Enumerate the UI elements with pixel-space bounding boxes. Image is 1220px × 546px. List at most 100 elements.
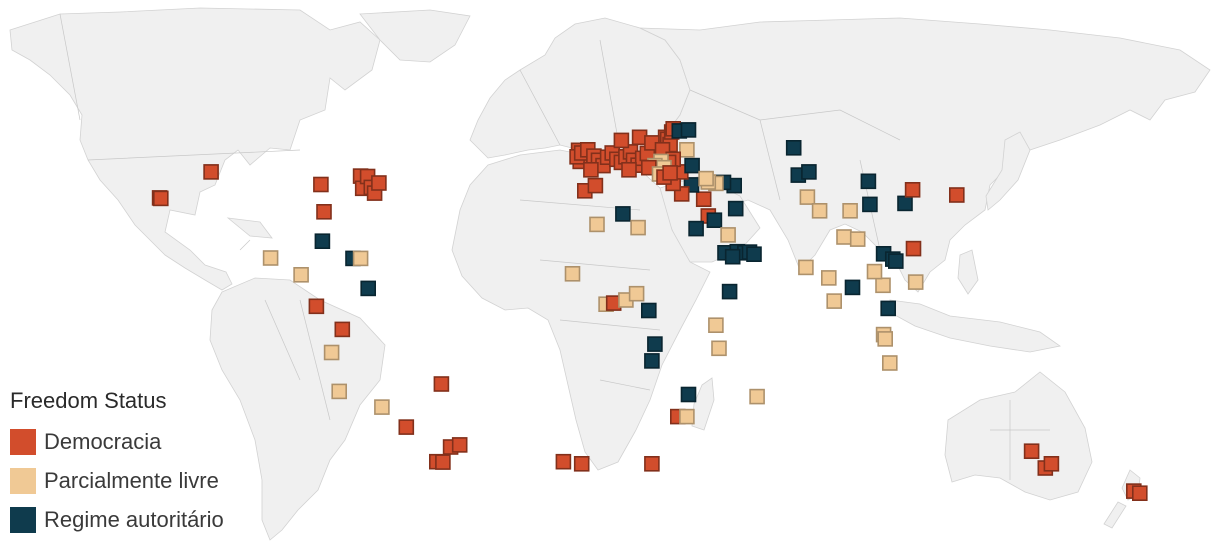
country-marker-111[interactable] [662, 165, 678, 181]
country-marker-2[interactable] [153, 190, 169, 207]
country-marker-17[interactable] [308, 298, 325, 315]
legend-item-democracia: Democracia [10, 422, 224, 461]
country-marker-49[interactable] [749, 388, 765, 405]
country-marker-19[interactable] [323, 344, 340, 361]
country-marker-60[interactable] [724, 248, 741, 265]
country-marker-39[interactable] [640, 302, 657, 319]
country-marker-32[interactable] [589, 216, 605, 233]
country-marker-138[interactable] [907, 274, 924, 290]
country-marker-122[interactable] [826, 293, 843, 309]
country-marker-141[interactable] [555, 453, 572, 470]
country-marker-38[interactable] [628, 285, 645, 302]
country-marker-59[interactable] [746, 246, 762, 262]
country-marker-61[interactable] [727, 200, 744, 217]
legend-label-parcialmente-livre: Parcialmente livre [44, 467, 219, 493]
philippines-landmass [957, 249, 979, 295]
legend-label-democracia: Democracia [44, 428, 162, 454]
country-marker-16[interactable] [360, 280, 377, 297]
country-marker-12[interactable] [262, 250, 279, 266]
country-marker-90[interactable] [583, 162, 599, 178]
country-marker-54[interactable] [720, 227, 736, 243]
country-marker-50[interactable] [695, 191, 712, 207]
country-marker-13[interactable] [293, 266, 309, 283]
caribbean-landmass [226, 217, 273, 239]
country-marker-144[interactable] [1043, 455, 1060, 472]
country-marker-10[interactable] [371, 175, 387, 191]
country-marker-21[interactable] [374, 399, 390, 415]
japan-landmass [985, 131, 1031, 211]
legend-item-parcialmente-livre: Parcialmente livre [10, 461, 224, 500]
country-marker-142[interactable] [1023, 443, 1040, 460]
legend: Freedom Status Democracia Parcialmente l… [10, 388, 224, 539]
country-marker-15[interactable] [352, 250, 369, 267]
country-marker-131[interactable] [877, 331, 894, 347]
country-marker-42[interactable] [680, 386, 697, 403]
country-marker-25[interactable] [451, 437, 468, 453]
new-zealand-south-landmass [1103, 501, 1127, 529]
country-marker-128[interactable] [880, 300, 897, 317]
country-marker-72[interactable] [679, 142, 695, 158]
country-marker-41[interactable] [644, 353, 660, 369]
country-marker-18[interactable] [334, 321, 351, 338]
country-marker-92[interactable] [613, 132, 630, 149]
country-marker-11[interactable] [314, 233, 331, 249]
country-marker-124[interactable] [862, 196, 878, 213]
country-marker-69[interactable] [684, 157, 700, 174]
country-marker-123[interactable] [860, 173, 877, 190]
country-marker-44[interactable] [679, 408, 695, 425]
country-marker-132[interactable] [881, 355, 898, 371]
country-marker-71[interactable] [698, 170, 714, 187]
country-marker-52[interactable] [706, 212, 723, 228]
legend-label-regime-autoritario: Regime autoritário [44, 506, 224, 532]
country-marker-45[interactable] [644, 455, 660, 472]
country-marker-120[interactable] [798, 259, 814, 276]
country-marker-46[interactable] [708, 317, 724, 334]
country-markers [151, 121, 1148, 502]
country-marker-34[interactable] [564, 265, 581, 282]
country-marker-0[interactable] [203, 164, 219, 180]
madagascar-landmass [691, 377, 715, 431]
country-marker-33[interactable] [630, 219, 646, 236]
country-marker-112[interactable] [785, 140, 802, 156]
country-marker-136[interactable] [904, 182, 921, 198]
southeast-asia-islands [889, 299, 1061, 353]
land-masses [9, 7, 1211, 541]
south-america-landmass [209, 277, 386, 541]
country-marker-3[interactable] [313, 176, 329, 193]
country-marker-119[interactable] [849, 231, 866, 247]
country-marker-31[interactable] [615, 206, 631, 222]
country-marker-127[interactable] [875, 277, 891, 294]
country-marker-22[interactable] [433, 376, 450, 392]
country-marker-116[interactable] [811, 203, 828, 219]
country-marker-121[interactable] [820, 270, 837, 286]
country-marker-135[interactable] [897, 195, 913, 212]
country-marker-118[interactable] [836, 229, 852, 245]
country-marker-117[interactable] [842, 203, 858, 219]
country-marker-4[interactable] [316, 204, 332, 220]
country-marker-30[interactable] [587, 177, 604, 194]
country-marker-27[interactable] [435, 454, 451, 470]
country-marker-91[interactable] [621, 162, 637, 178]
country-marker-137[interactable] [905, 240, 922, 257]
country-marker-23[interactable] [398, 419, 415, 435]
country-marker-139[interactable] [948, 187, 965, 203]
country-marker-140[interactable] [573, 455, 590, 472]
country-marker-125[interactable] [844, 279, 861, 296]
country-marker-48[interactable] [721, 283, 738, 300]
legend-item-regime-autoritario: Regime autoritário [10, 500, 224, 539]
country-marker-47[interactable] [711, 340, 727, 357]
country-marker-102[interactable] [680, 122, 697, 138]
country-marker-129[interactable] [866, 263, 883, 280]
country-marker-40[interactable] [647, 336, 663, 352]
australia-landmass [944, 371, 1093, 501]
country-marker-146[interactable] [1132, 485, 1148, 502]
country-marker-115[interactable] [799, 189, 816, 205]
legend-swatch-regime-autoritario [10, 506, 36, 533]
greenland-landmass [359, 9, 471, 63]
country-marker-20[interactable] [331, 383, 348, 400]
legend-swatch-democracia [10, 428, 36, 455]
country-marker-53[interactable] [688, 220, 704, 237]
legend-swatch-parcialmente-livre [10, 467, 36, 494]
country-marker-134[interactable] [887, 253, 904, 269]
country-marker-114[interactable] [801, 164, 817, 180]
